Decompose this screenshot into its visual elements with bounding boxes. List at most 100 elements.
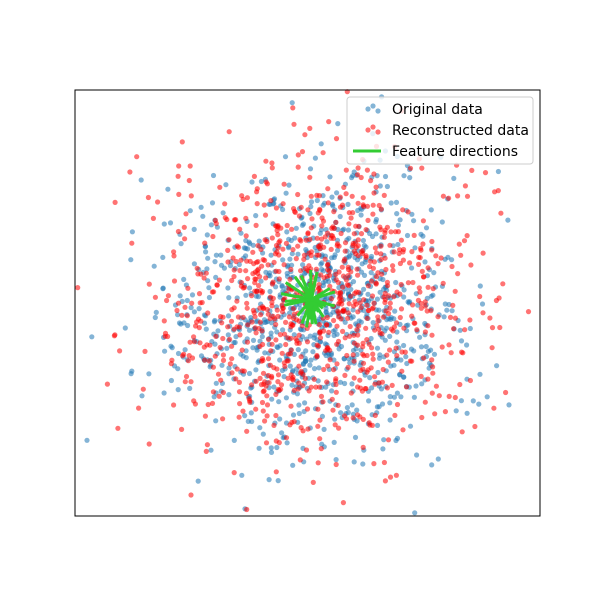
reconstructed-data-point <box>340 265 345 270</box>
reconstructed-data-point <box>314 354 319 359</box>
reconstructed-data-point <box>292 209 297 214</box>
reconstructed-data-point <box>347 334 352 339</box>
reconstructed-data-point <box>434 384 439 389</box>
original-data-point <box>247 285 252 290</box>
original-data-point <box>329 388 334 393</box>
original-data-point <box>203 249 208 254</box>
original-data-point <box>249 419 254 424</box>
reconstructed-data-point <box>399 238 404 243</box>
original-data-point <box>226 392 231 397</box>
reconstructed-data-point <box>288 351 293 356</box>
reconstructed-data-point <box>367 422 372 427</box>
reconstructed-data-point <box>306 251 311 256</box>
reconstructed-data-point <box>419 374 424 379</box>
reconstructed-data-point <box>304 447 309 452</box>
reconstructed-data-point <box>235 366 240 371</box>
original-data-point <box>284 229 289 234</box>
reconstructed-data-point <box>355 309 360 314</box>
original-data-point <box>468 326 473 331</box>
reconstructed-data-point <box>336 426 341 431</box>
original-data-point <box>432 352 437 357</box>
reconstructed-data-point <box>300 383 305 388</box>
reconstructed-data-point <box>197 340 202 345</box>
reconstructed-data-point <box>306 263 311 268</box>
original-data-point <box>436 456 441 461</box>
reconstructed-data-point <box>316 343 321 348</box>
reconstructed-data-point <box>345 316 350 321</box>
reconstructed-data-point <box>346 365 351 370</box>
original-data-point <box>308 358 313 363</box>
original-data-point <box>267 289 272 294</box>
reconstructed-data-point <box>282 262 287 267</box>
reconstructed-data-point <box>400 427 405 432</box>
reconstructed-data-point <box>339 231 344 236</box>
reconstructed-data-point <box>329 247 334 252</box>
original-data-point <box>369 254 374 259</box>
reconstructed-data-point <box>374 274 379 279</box>
reconstructed-data-point <box>326 119 331 124</box>
original-data-point <box>450 308 455 313</box>
original-data-point <box>310 349 315 354</box>
reconstructed-data-point <box>219 320 224 325</box>
reconstructed-data-point <box>342 373 347 378</box>
original-data-point <box>319 141 324 146</box>
reconstructed-data-point <box>258 312 263 317</box>
reconstructed-data-point <box>180 353 185 358</box>
reconstructed-data-point <box>269 375 274 380</box>
reconstructed-data-point <box>319 446 324 451</box>
reconstructed-data-point <box>273 337 278 342</box>
reconstructed-data-point <box>291 122 296 127</box>
reconstructed-data-point <box>297 237 302 242</box>
reconstructed-data-point <box>307 175 312 180</box>
original-data-point <box>362 273 367 278</box>
legend-marker-reconstructed <box>365 127 370 132</box>
original-data-point <box>361 238 366 243</box>
original-data-point <box>259 179 264 184</box>
reconstructed-data-point <box>280 351 285 356</box>
reconstructed-data-point <box>243 216 248 221</box>
reconstructed-data-point <box>171 249 176 254</box>
original-data-point <box>243 246 248 251</box>
reconstructed-data-point <box>341 259 346 264</box>
original-data-point <box>232 438 237 443</box>
reconstructed-data-point <box>254 223 259 228</box>
reconstructed-data-point <box>400 207 405 212</box>
reconstructed-data-point <box>244 391 249 396</box>
original-data-point <box>324 353 329 358</box>
reconstructed-data-point <box>250 271 255 276</box>
reconstructed-data-point <box>281 201 286 206</box>
reconstructed-data-point <box>171 402 176 407</box>
original-data-point <box>207 295 212 300</box>
reconstructed-data-point <box>324 322 329 327</box>
reconstructed-data-point <box>227 129 232 134</box>
reconstructed-data-point <box>317 418 322 423</box>
reconstructed-data-point <box>477 294 482 299</box>
original-data-point <box>160 255 165 260</box>
reconstructed-data-point <box>420 241 425 246</box>
original-data-point <box>279 430 284 435</box>
original-data-point <box>177 320 182 325</box>
original-data-point <box>324 309 329 314</box>
reconstructed-data-point <box>386 437 391 442</box>
reconstructed-data-point <box>182 305 187 310</box>
reconstructed-data-point <box>141 387 146 392</box>
reconstructed-data-point <box>361 195 366 200</box>
reconstructed-data-point <box>455 193 460 198</box>
reconstructed-data-point <box>296 152 301 157</box>
reconstructed-data-point <box>287 277 292 282</box>
reconstructed-data-point <box>195 271 200 276</box>
reconstructed-data-point <box>237 389 242 394</box>
reconstructed-data-point <box>265 402 270 407</box>
reconstructed-data-point <box>344 353 349 358</box>
original-data-point <box>412 510 417 515</box>
reconstructed-data-point <box>428 308 433 313</box>
reconstructed-data-point <box>412 233 417 238</box>
reconstructed-data-point <box>299 369 304 374</box>
reconstructed-data-point <box>346 221 351 226</box>
reconstructed-data-point <box>185 313 190 318</box>
original-data-point <box>360 261 365 266</box>
reconstructed-data-point <box>441 281 446 286</box>
reconstructed-data-point <box>355 273 360 278</box>
reconstructed-data-point <box>283 320 288 325</box>
original-data-point <box>290 100 295 105</box>
